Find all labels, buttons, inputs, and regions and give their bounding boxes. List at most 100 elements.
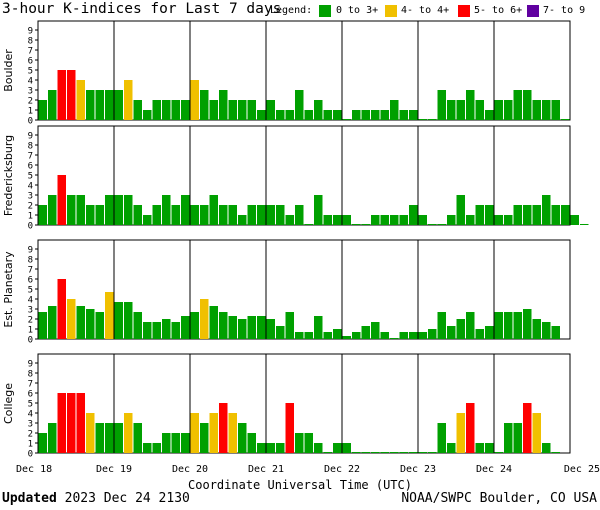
k-bar xyxy=(152,205,161,225)
k-bar xyxy=(447,326,456,339)
y-tick-label: 3 xyxy=(28,87,33,97)
k-bar xyxy=(219,312,228,339)
k-bar xyxy=(171,433,180,453)
k-bar xyxy=(266,443,275,453)
y-tick-label: 4 xyxy=(28,182,33,192)
chart-header: 3-hour K-indices for Last 7 days Legend:… xyxy=(0,0,600,22)
legend-label: Legend: xyxy=(270,5,313,16)
k-bar xyxy=(48,423,57,453)
k-bar xyxy=(257,443,266,453)
panel-label: College xyxy=(2,383,15,424)
k-bar xyxy=(228,205,237,225)
k-bar xyxy=(200,423,209,453)
y-tick-label: 1 xyxy=(28,440,33,450)
legend-text-storm: 5- to 6+ xyxy=(474,5,523,16)
k-bar xyxy=(171,100,180,120)
k-bar xyxy=(257,205,266,225)
k-bar xyxy=(295,90,304,120)
k-bar xyxy=(371,110,380,120)
k-bar xyxy=(475,329,484,339)
y-tick-label: 5 xyxy=(28,67,33,77)
k-bar xyxy=(247,205,256,225)
k-bar xyxy=(504,215,513,225)
legend-text-severe: 7- to 9 xyxy=(543,5,586,16)
y-tick-label: 7 xyxy=(28,380,33,390)
k-bar xyxy=(542,195,551,225)
k-bar xyxy=(390,100,399,120)
legend-swatch-storm xyxy=(458,5,470,17)
k-bar xyxy=(152,322,161,339)
k-bar xyxy=(409,332,418,339)
k-bar xyxy=(542,443,551,453)
k-bar xyxy=(143,110,152,120)
y-tick-label: 4 xyxy=(28,410,33,420)
k-bar xyxy=(219,90,228,120)
k-bar xyxy=(76,306,85,339)
k-bar xyxy=(418,452,427,453)
y-tick-label: 7 xyxy=(28,47,33,57)
updated-label: Updated xyxy=(2,491,57,506)
y-tick-label: 9 xyxy=(28,360,33,370)
y-tick-label: 0 xyxy=(28,450,33,460)
y-tick-label: 6 xyxy=(28,57,33,67)
y-tick-label: 8 xyxy=(28,37,33,47)
chart-title: 3-hour K-indices for Last 7 days xyxy=(2,1,282,17)
k-bar xyxy=(371,322,380,339)
k-bar xyxy=(532,205,541,225)
k-bar xyxy=(95,205,104,225)
k-bar xyxy=(380,332,389,339)
y-tick-label: 8 xyxy=(28,256,33,266)
k-bar xyxy=(133,205,142,225)
k-bar xyxy=(447,215,456,225)
y-tick-label: 2 xyxy=(28,316,33,326)
k-bar xyxy=(162,433,171,453)
k-bar xyxy=(114,195,123,225)
k-bar xyxy=(352,110,361,120)
k-bar xyxy=(133,312,142,339)
k-bar xyxy=(76,393,85,453)
legend-swatch-severe xyxy=(527,5,539,17)
k-bar xyxy=(190,205,199,225)
k-bar xyxy=(86,205,95,225)
k-bar xyxy=(295,205,304,225)
y-tick-label: 8 xyxy=(28,370,33,380)
k-bar xyxy=(86,413,95,453)
k-bar xyxy=(124,195,133,225)
k-bar xyxy=(494,452,503,453)
k-bar xyxy=(523,403,532,453)
y-tick-label: 3 xyxy=(28,420,33,430)
k-bar xyxy=(314,100,323,120)
y-tick-label: 9 xyxy=(28,27,33,37)
k-bar xyxy=(48,195,57,225)
y-tick-label: 3 xyxy=(28,306,33,316)
k-bar xyxy=(86,309,95,339)
k-bar xyxy=(181,316,190,339)
k-bar xyxy=(456,195,465,225)
k-bar xyxy=(67,299,76,339)
legend-swatch-active xyxy=(385,5,397,17)
k-bar xyxy=(266,100,275,120)
k-bar xyxy=(285,110,294,120)
k-index-chart: 0123456789Boulder0123456789Fredericksbur… xyxy=(2,20,600,475)
legend-text-quiet: 0 to 3+ xyxy=(336,5,379,16)
k-bar xyxy=(209,100,218,120)
k-bar xyxy=(181,100,190,120)
k-bar xyxy=(105,195,114,225)
k-bar xyxy=(475,205,484,225)
k-bar xyxy=(551,100,560,120)
k-bar xyxy=(48,90,57,120)
k-bar xyxy=(504,312,513,339)
k-bar xyxy=(409,452,418,453)
k-bar xyxy=(494,215,503,225)
k-bar xyxy=(162,100,171,120)
k-bar xyxy=(114,302,123,339)
k-bar xyxy=(304,224,313,225)
k-bar xyxy=(504,423,513,453)
panel-label: Est. Planetary xyxy=(2,251,15,328)
x-tick-label: Dec 25 xyxy=(564,464,600,475)
k-bar xyxy=(561,205,570,225)
k-bar xyxy=(475,443,484,453)
k-bar xyxy=(133,423,142,453)
k-bar xyxy=(266,205,275,225)
k-bar xyxy=(38,312,47,339)
